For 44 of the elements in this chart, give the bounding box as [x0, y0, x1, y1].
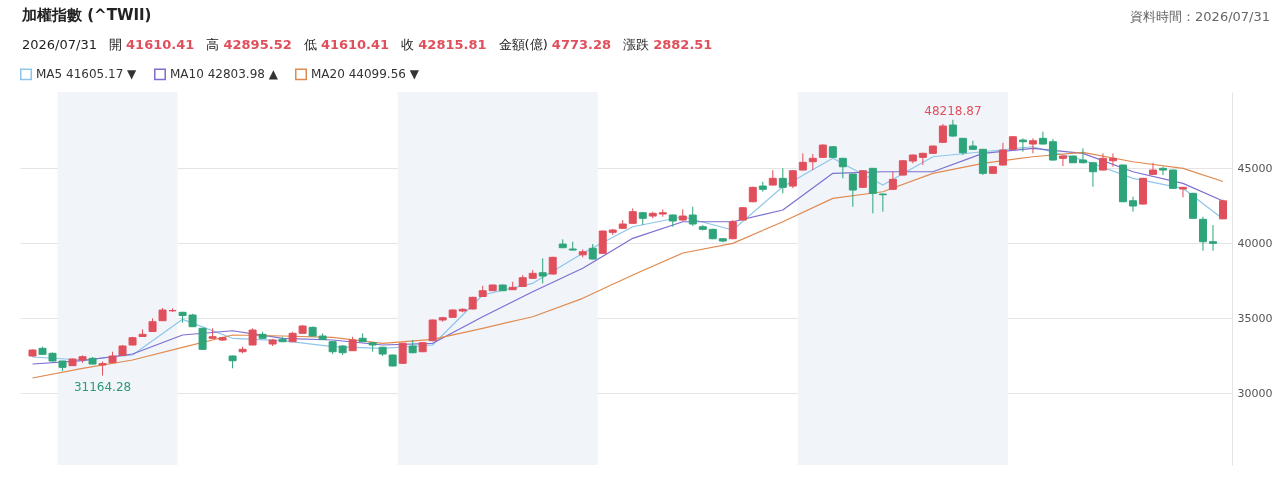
candlestick — [938, 123, 947, 144]
y-tick-label: 45000 — [1237, 161, 1273, 175]
candlestick — [998, 142, 1007, 166]
candlestick — [1078, 147, 1087, 164]
candlestick — [1018, 137, 1027, 153]
candlestick — [688, 206, 697, 227]
candlestick — [1198, 216, 1207, 252]
candlestick — [1048, 138, 1057, 162]
candlestick — [1028, 137, 1037, 154]
candlestick — [1158, 166, 1167, 176]
candlestick — [1178, 186, 1187, 198]
candlestick — [878, 193, 887, 213]
candlestick — [1038, 131, 1047, 145]
candlestick — [1088, 161, 1097, 188]
candlestick — [1058, 154, 1067, 167]
chart-title: 加權指數 (^TWII) — [22, 6, 152, 25]
candlestick — [888, 171, 897, 191]
y-tick-label: 30000 — [1237, 386, 1273, 400]
text: 高 42895.52 — [206, 37, 292, 52]
legend-label: MA10 42803.98 ▲ — [170, 67, 279, 82]
candlestick — [1148, 162, 1157, 176]
text: 金額(億) 4773.28 — [498, 37, 612, 52]
candlestick — [1208, 224, 1217, 252]
text: 2026/07/31 — [22, 37, 97, 52]
text: 漲跌 2882.51 — [623, 37, 713, 52]
annotation: 31164.28 — [73, 379, 132, 394]
legend-label: MA20 44099.56 ▼ — [311, 67, 420, 82]
candlestick — [1108, 152, 1117, 168]
candlestick — [918, 152, 927, 166]
text: 低 41610.41 — [303, 37, 390, 52]
candlestick — [978, 148, 987, 176]
candlestick — [598, 230, 607, 255]
text: 收 42815.81 — [401, 37, 487, 52]
candlestick — [848, 173, 857, 208]
text: 資料時間：2026/07/31 — [1130, 8, 1270, 26]
candlestick — [778, 167, 787, 194]
candlestick — [538, 257, 547, 284]
candlestick — [1168, 169, 1177, 190]
text: 開 41610.41 — [108, 37, 195, 52]
candlestick — [1128, 196, 1137, 213]
y-tick-label: 35000 — [1237, 311, 1273, 325]
annotation: 48218.87 — [924, 103, 982, 118]
y-tick-label: 40000 — [1237, 236, 1273, 250]
legend-label: MA5 41605.17 ▼ — [36, 67, 138, 82]
